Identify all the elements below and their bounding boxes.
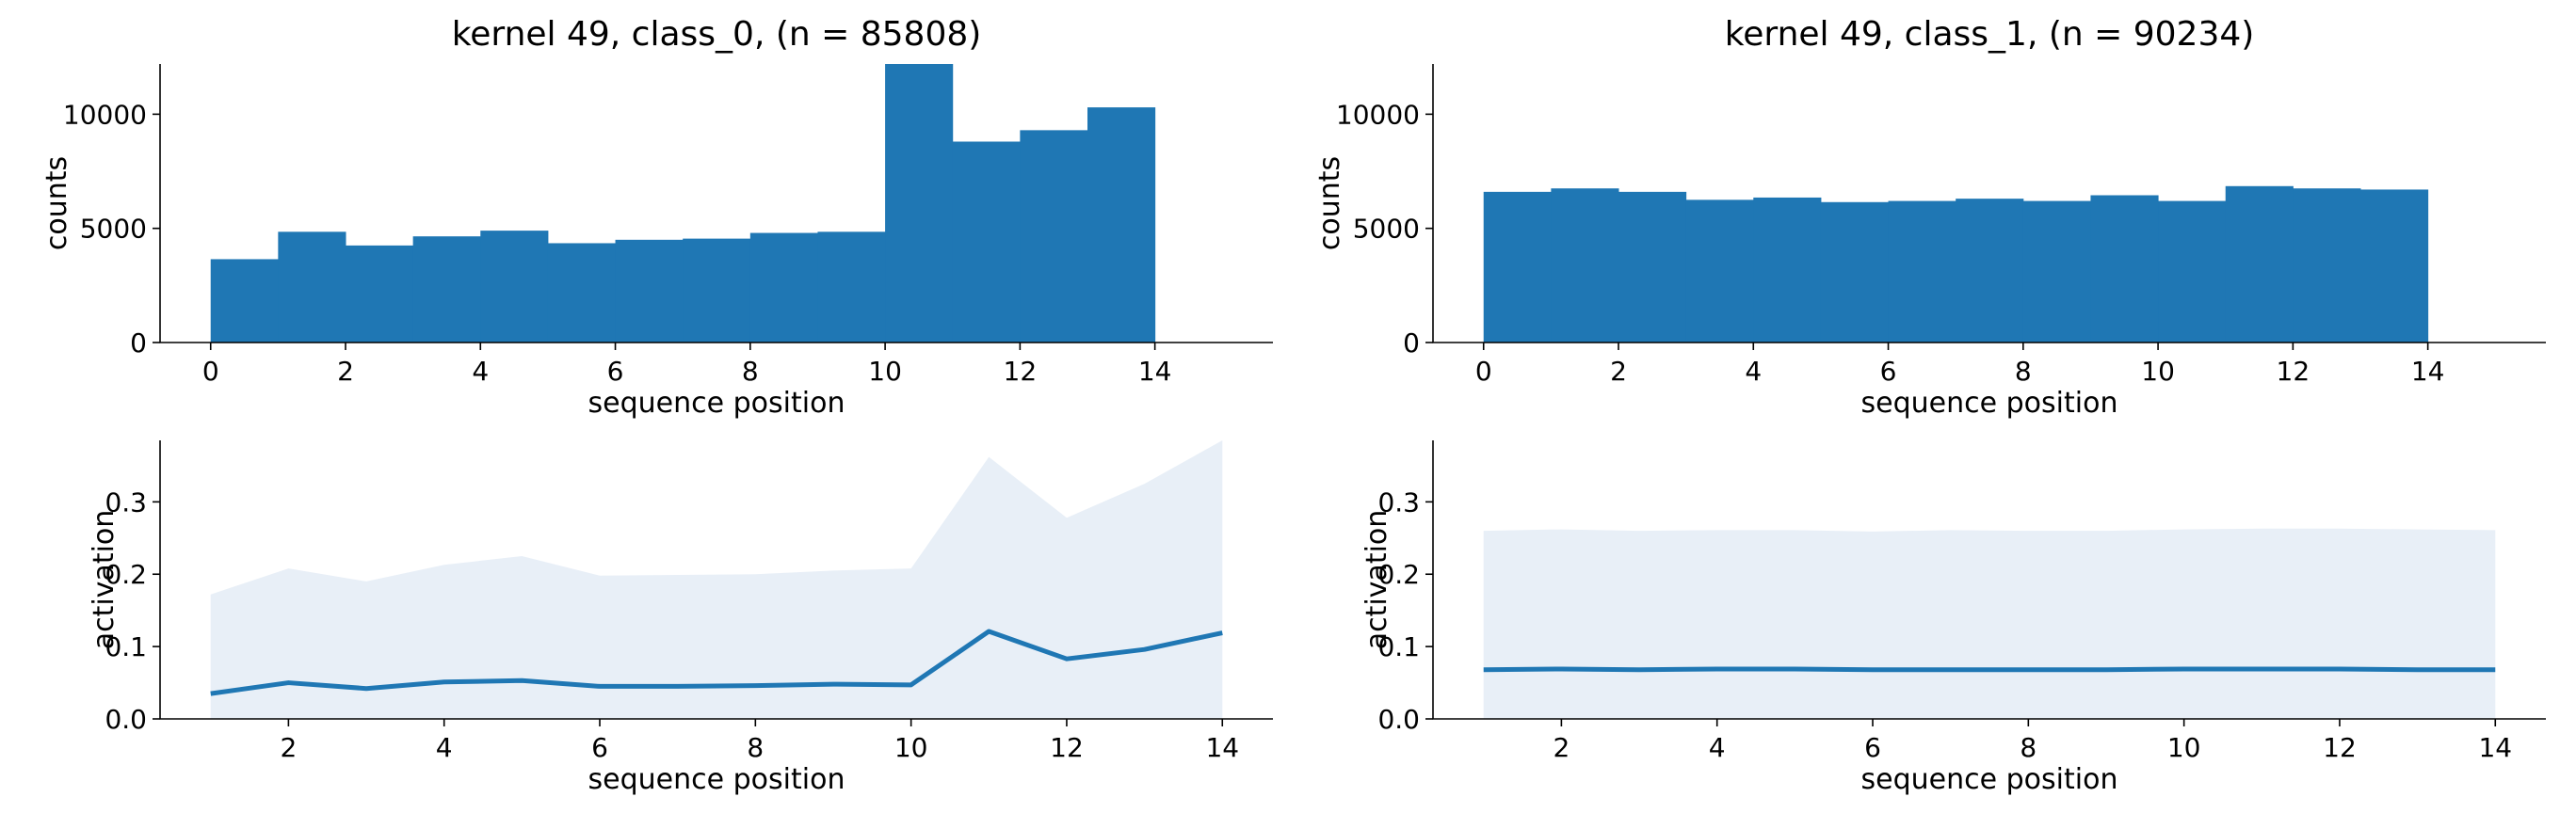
x-tick-label: 8 [2020, 732, 2037, 763]
y-tick-label: 0.2 [1377, 559, 1420, 590]
activation-band [210, 440, 1223, 719]
y-axis-label: activation [1360, 510, 1393, 650]
histogram-bar [885, 64, 954, 343]
x-tick-label: 6 [1880, 356, 1897, 387]
x-tick-label: 14 [2478, 732, 2512, 763]
x-tick-label: 0 [202, 356, 219, 387]
histogram-bar [1753, 197, 1822, 343]
x-tick-label: 12 [2323, 732, 2357, 763]
y-tick-label: 0.0 [1377, 704, 1420, 735]
histogram-bar [412, 236, 481, 343]
histogram-bar [1551, 188, 1619, 343]
chart-title: kernel 49, class_1, (n = 90234) [1725, 15, 2255, 54]
histogram-bar [2293, 188, 2361, 343]
x-axis-label: sequence position [1861, 387, 2118, 420]
x-tick-label: 12 [1004, 356, 1038, 387]
chart-panel-2: 0 2 4 6 8 10 12 14 0 5000 10000 sequence position co… [1313, 15, 2546, 420]
histogram-bar [1888, 200, 1956, 343]
histogram-bar [1618, 191, 1687, 343]
histogram-bar [1087, 107, 1156, 343]
histogram-bar [1483, 191, 1552, 343]
x-tick-label: 0 [1475, 356, 1492, 387]
histogram-bar [749, 232, 818, 343]
mean-activation-line [210, 629, 1223, 696]
y-tick-label: 0.1 [1377, 631, 1420, 662]
x-axis-label: sequence position [588, 763, 845, 796]
y-axis-label: counts [1313, 156, 1346, 250]
x-tick-label: 2 [1553, 732, 1570, 763]
x-tick-label: 4 [1709, 732, 1726, 763]
x-tick-label: 2 [337, 356, 354, 387]
y-tick-label: 0 [130, 327, 147, 359]
x-tick-label: 14 [2411, 356, 2445, 387]
y-tick-label: 0.2 [105, 559, 147, 590]
histogram-bar [683, 238, 751, 343]
y-tick-label: 10000 [1336, 99, 1420, 130]
y-axis-label: counts [40, 156, 73, 250]
y-tick-label: 0.0 [105, 704, 147, 735]
histogram-bar [278, 231, 346, 343]
chart-panel-3: 2 4 6 8 10 12 14 0.0 0.1 0.2 0.3 sequence position a… [88, 440, 1273, 796]
x-tick-label: 14 [1205, 732, 1239, 763]
y-tick-label: 0.3 [1377, 486, 1420, 518]
x-axis-label: sequence position [1861, 763, 2118, 796]
histogram-bar [2158, 200, 2227, 343]
histogram-bar [817, 231, 886, 343]
histogram-bar [547, 243, 617, 343]
histogram-bar [346, 245, 414, 343]
x-tick-label: 8 [2015, 356, 2032, 387]
x-tick-label: 10 [868, 356, 902, 387]
histogram-bar [952, 141, 1021, 343]
y-axis-label: activation [88, 510, 121, 650]
chart-title: kernel 49, class_0, (n = 85808) [452, 15, 982, 54]
histogram-bar [1820, 201, 1890, 343]
x-tick-label: 8 [742, 356, 759, 387]
x-tick-label: 4 [436, 732, 453, 763]
histogram-bar [1956, 199, 2024, 343]
histogram-bar [480, 231, 549, 343]
histogram-bar [2022, 200, 2091, 343]
y-tick-label: 5000 [1353, 214, 1420, 245]
x-tick-label: 4 [472, 356, 489, 387]
x-tick-label: 8 [747, 732, 764, 763]
x-tick-label: 12 [1050, 732, 1084, 763]
x-tick-label: 6 [591, 732, 608, 763]
histogram-bar [2360, 189, 2429, 343]
chart-panel-4: 2 4 6 8 10 12 14 0.0 0.1 0.2 0.3 sequence position a… [1360, 440, 2546, 796]
histogram-bar [210, 259, 279, 343]
histogram-bar [2090, 195, 2159, 343]
chart-panel-1: 0 2 4 6 8 10 12 14 0 5000 10000 sequence position co… [40, 15, 1273, 420]
x-tick-label: 6 [607, 356, 624, 387]
activation-band [1483, 528, 2496, 719]
x-tick-label: 14 [1138, 356, 1172, 387]
y-tick-label: 10000 [63, 99, 147, 130]
histogram-bar [1685, 199, 1754, 343]
y-tick-label: 0 [1403, 327, 1420, 359]
y-tick-label: 0.1 [105, 631, 147, 662]
x-tick-label: 10 [894, 732, 928, 763]
y-tick-label: 0.3 [105, 486, 147, 518]
histogram-bar [1020, 130, 1088, 343]
y-tick-label: 5000 [80, 214, 147, 245]
x-tick-label: 4 [1745, 356, 1762, 387]
x-tick-label: 10 [2167, 732, 2201, 763]
x-tick-label: 2 [1610, 356, 1627, 387]
x-tick-label: 2 [280, 732, 297, 763]
x-tick-label: 12 [2277, 356, 2310, 387]
x-tick-label: 6 [1864, 732, 1881, 763]
histogram-bar [2225, 185, 2294, 343]
x-axis-label: sequence position [588, 387, 845, 420]
histogram-bar [615, 239, 684, 343]
x-tick-label: 10 [2141, 356, 2175, 387]
mean-activation-line [1483, 666, 2496, 673]
